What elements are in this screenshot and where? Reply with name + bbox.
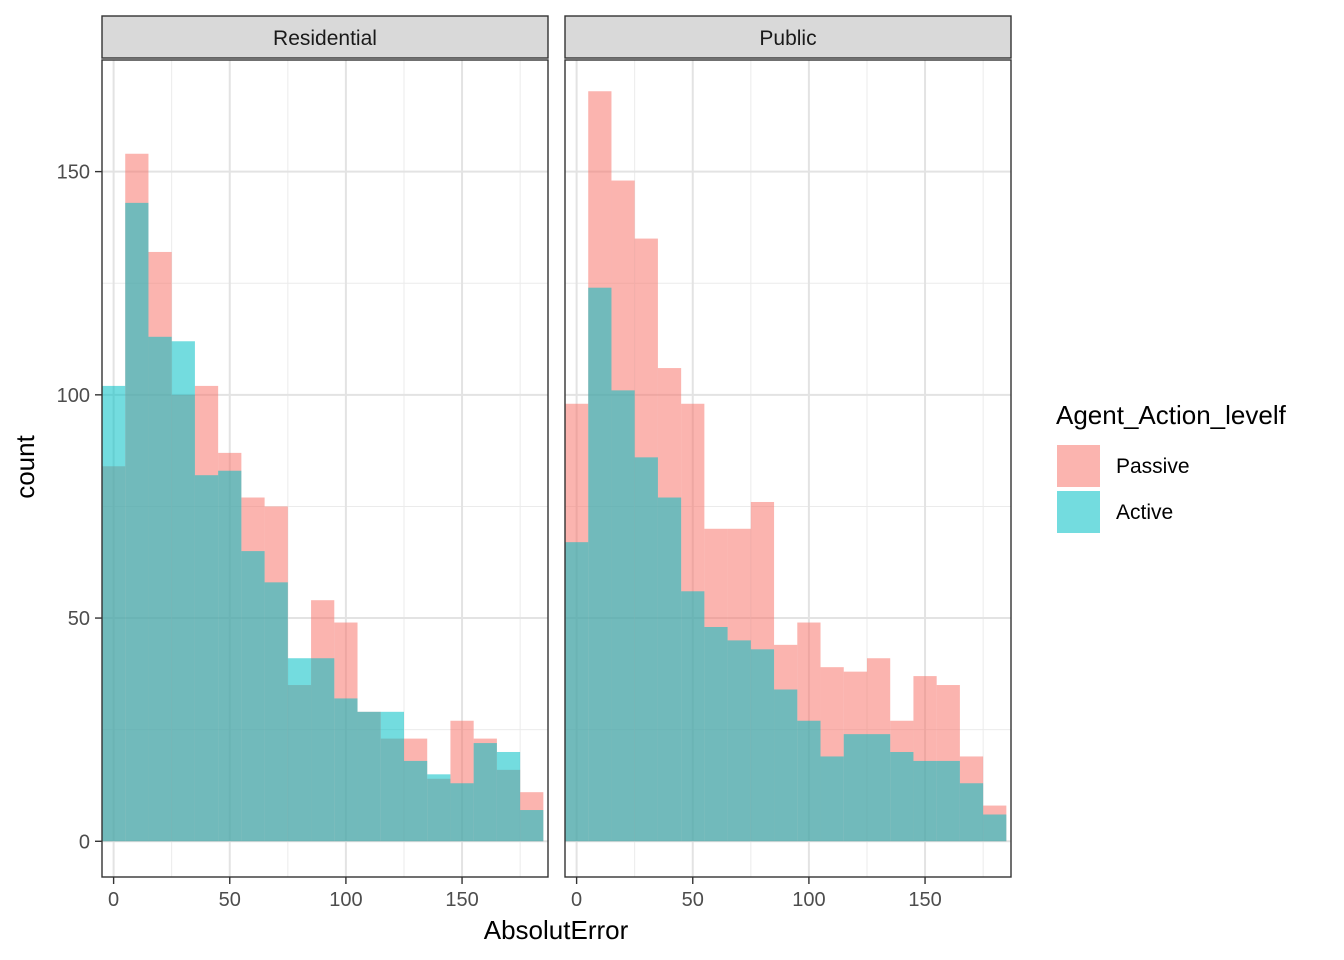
histogram-bar-active <box>866 734 891 842</box>
facet-strip-label: Public <box>759 27 816 50</box>
x-tick-label: 50 <box>219 889 241 911</box>
x-tick-label: 0 <box>571 889 582 911</box>
y-tick-label: 50 <box>68 608 90 630</box>
histogram-bar-active <box>913 760 937 842</box>
histogram-bar-active <box>520 810 544 842</box>
histogram-bar-active <box>403 760 428 842</box>
y-tick-label: 100 <box>57 385 90 407</box>
histogram-bar-active <box>565 542 589 842</box>
histogram-bar-active <box>750 649 775 842</box>
histogram-bar-active <box>125 202 149 842</box>
histogram-bar-active <box>797 720 821 842</box>
legend: Agent_Action_levelf Passive Active <box>1056 400 1287 533</box>
legend-label-active: Active <box>1116 501 1173 524</box>
facet-strip <box>564 15 1012 59</box>
y-tick-label: 150 <box>57 162 90 184</box>
legend-key-active <box>1057 491 1100 533</box>
histogram-bar-active <box>496 751 521 842</box>
facet-strip <box>101 15 549 59</box>
histogram-bar-active <box>171 341 195 842</box>
histogram-bar-active <box>334 698 358 842</box>
x-tick-label: 50 <box>682 889 704 911</box>
histogram-bar-active <box>727 640 751 842</box>
x-axes: 0 50 100 150 0 50 100 150 <box>108 877 942 911</box>
x-axis-title: AbsolutError <box>484 915 629 945</box>
legend-label-passive: Passive <box>1116 455 1190 478</box>
histogram-bar-active <box>634 457 658 842</box>
histogram-bar-active <box>704 626 728 842</box>
facet-panel-residential: Residential <box>101 15 549 878</box>
histogram-bar-active <box>473 743 497 842</box>
histogram-bar-active <box>983 814 1007 842</box>
y-axis: 0 50 100 150 <box>57 162 102 853</box>
series-active <box>102 202 544 842</box>
histogram-bar-active <box>287 658 312 842</box>
histogram-bar-active <box>427 774 451 842</box>
x-axis-residential: 0 50 100 150 <box>108 877 479 911</box>
histogram-bar-active <box>681 591 705 842</box>
histogram-bar-active <box>843 734 867 842</box>
x-axis-public: 0 50 100 150 <box>571 877 942 911</box>
histogram-bar-active <box>357 711 381 842</box>
histogram-bar-active <box>657 497 682 842</box>
facet-panel-public: Public <box>564 15 1012 878</box>
histogram-bar-active <box>241 551 265 842</box>
legend-key-passive <box>1057 445 1100 487</box>
histogram-bar-active <box>820 756 844 842</box>
histogram-bar-active <box>311 658 335 842</box>
panel-border <box>564 59 1012 878</box>
histogram-bar-active <box>611 390 635 842</box>
histogram-bar-active <box>102 385 126 842</box>
histogram-bar-active <box>380 711 404 842</box>
x-tick-label: 100 <box>792 889 825 911</box>
histogram-bar-active <box>588 287 612 842</box>
histogram-bar-active <box>936 760 960 842</box>
histogram-bar-active <box>148 336 172 842</box>
histogram-bar-active <box>959 783 984 842</box>
histogram-bar-active <box>890 751 914 842</box>
y-axis-title: count <box>10 434 40 498</box>
x-tick-label: 150 <box>445 889 478 911</box>
histogram-bar-active <box>218 470 242 842</box>
histogram-bar-active <box>450 783 474 842</box>
histogram-bar-active <box>194 475 219 842</box>
x-tick-label: 150 <box>908 889 941 911</box>
legend-title: Agent_Action_levelf <box>1056 400 1287 430</box>
x-tick-label: 100 <box>329 889 362 911</box>
x-tick-label: 0 <box>108 889 119 911</box>
facet-strip-label: Residential <box>273 27 377 50</box>
series-active <box>565 287 1007 842</box>
y-tick-label: 0 <box>79 831 90 853</box>
histogram-bar-active <box>264 582 288 842</box>
panel-border <box>101 59 549 878</box>
histogram-bar-active <box>774 689 798 842</box>
facet-panels: Residential Public <box>101 15 1012 878</box>
